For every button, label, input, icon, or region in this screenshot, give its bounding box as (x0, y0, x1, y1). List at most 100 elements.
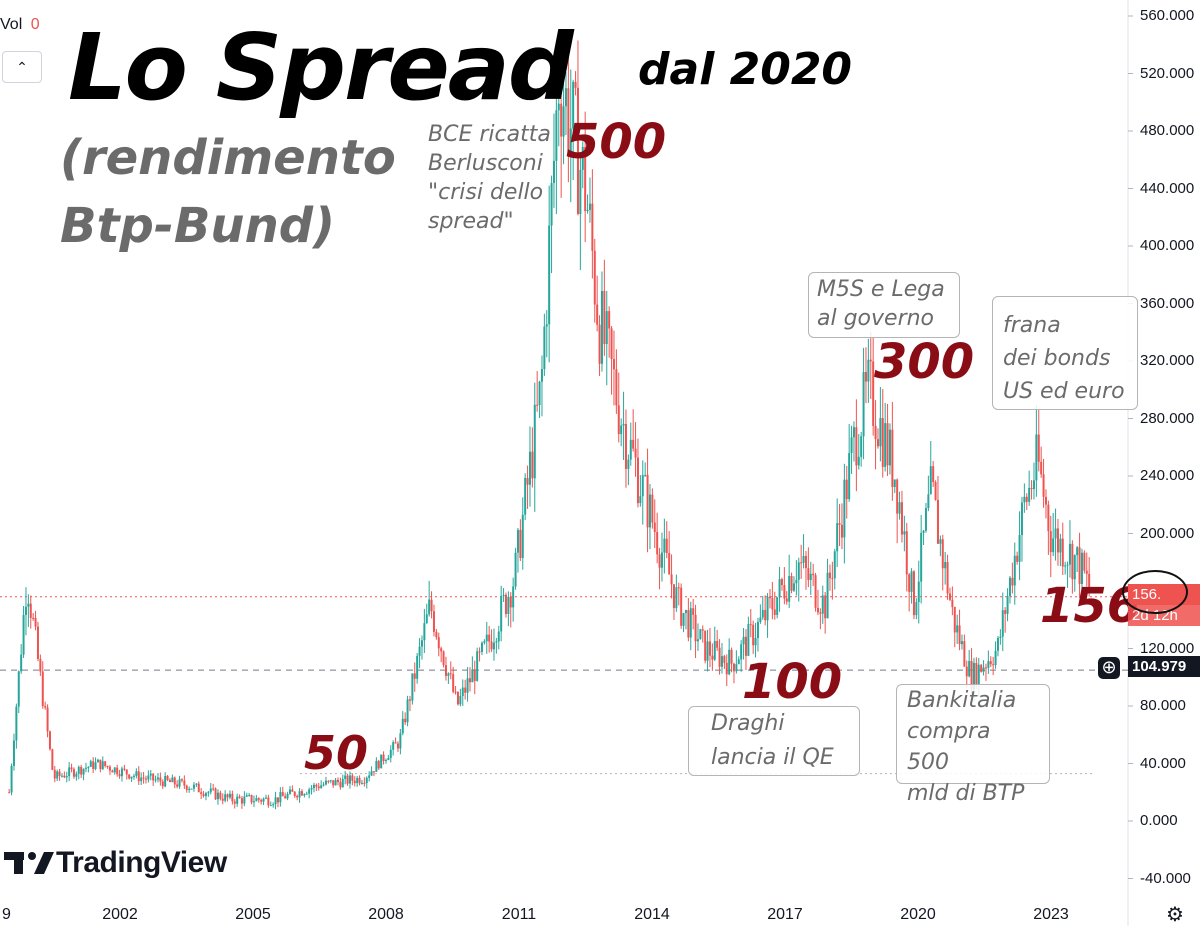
candle-body (440, 648, 443, 652)
candle-body (132, 775, 135, 777)
candle-body (699, 629, 702, 640)
candle-body (682, 613, 685, 626)
candle-body (574, 81, 577, 88)
candle-body (348, 775, 351, 784)
candle-body (1044, 496, 1047, 505)
candle-body (917, 581, 920, 602)
candle-body (572, 81, 575, 129)
candle-body (351, 775, 354, 781)
candle-body (764, 609, 767, 621)
candle-body (401, 718, 404, 734)
candle-body (1042, 474, 1045, 497)
candle-body (238, 796, 241, 799)
candle-body (56, 771, 59, 779)
candle-body (204, 793, 207, 797)
candle-body (1066, 564, 1069, 566)
candle-body (514, 552, 517, 587)
candle-body (687, 610, 690, 638)
tradingview-logo[interactable]: TradingView (4, 846, 227, 880)
candle-body (375, 760, 378, 772)
candle-body (118, 774, 121, 777)
candle-body (128, 774, 131, 779)
tradingview-logo-icon (4, 852, 54, 874)
candle-body (581, 146, 584, 170)
candle-body (452, 674, 455, 692)
candle-body (516, 529, 519, 553)
candle-body (536, 404, 539, 406)
candle-body (408, 699, 411, 701)
candle-body (848, 453, 851, 500)
annotation-line: mld di BTP (907, 781, 1025, 806)
candle-body (977, 664, 980, 686)
candle-body (317, 786, 320, 789)
collapse-legend-button[interactable]: ⌃ (2, 51, 42, 83)
candle-body (545, 324, 548, 327)
x-tick-label: 2011 (501, 906, 537, 923)
candle-body (953, 607, 956, 633)
candle-body (488, 634, 491, 642)
candle-body (92, 761, 95, 769)
candle-body (999, 636, 1002, 639)
y-tick-label: 80.000 (1140, 697, 1186, 714)
candle-body (22, 614, 25, 655)
candle-body (324, 780, 327, 785)
candle-body (1080, 552, 1083, 584)
candle-body (113, 767, 116, 773)
candle-body (740, 644, 743, 660)
candle-body (656, 532, 659, 555)
candle-body (994, 650, 997, 666)
candle-body (144, 778, 147, 780)
vol-legend: Vol 0 (0, 16, 40, 34)
candle-body (243, 796, 246, 804)
candle-body (257, 798, 260, 800)
candle-body (327, 780, 330, 782)
x-tick-label: 2008 (368, 906, 404, 923)
candle-body (512, 586, 515, 608)
candle-body (759, 617, 762, 622)
candle-body (329, 780, 332, 782)
candle-body (51, 749, 54, 770)
candle-body (279, 792, 282, 803)
candle-body (946, 562, 949, 594)
annotation-bce: BCE ricatta Berlusconi "crisi dello spre… (428, 120, 551, 236)
candle-body (233, 801, 236, 804)
add-alert-button[interactable]: ⊕ (1098, 657, 1120, 679)
candle-body (975, 662, 978, 686)
settings-gear-icon[interactable]: ⚙ (1166, 904, 1184, 926)
candle-body (428, 599, 431, 615)
candle-body (819, 612, 822, 614)
y-tick-label: 240.000 (1140, 467, 1195, 484)
candle-body (1018, 535, 1021, 562)
candle-body (533, 404, 536, 479)
candle-body (468, 678, 471, 683)
candle-body (36, 626, 39, 659)
candle-body (497, 631, 500, 642)
candle-body (984, 667, 987, 669)
candle-body (773, 609, 776, 615)
candle-body (298, 791, 301, 798)
candle-body (291, 789, 294, 792)
candle-body (15, 706, 18, 741)
candle-body (336, 779, 339, 783)
candle-body (776, 597, 779, 615)
candle-body (10, 766, 13, 793)
candle-body (622, 423, 625, 426)
candle-body (876, 439, 879, 447)
candle-body (406, 699, 409, 723)
candle-body (920, 532, 923, 582)
candle-body (269, 805, 272, 807)
candle-body (240, 798, 243, 804)
annotation-draghi: Draghi lancia il QE (688, 706, 860, 776)
y-tick-label: 200.000 (1140, 524, 1195, 542)
candle-body (696, 639, 699, 642)
candle-body (416, 655, 419, 679)
candle-body (783, 585, 786, 599)
x-tick-label: 2023 (1033, 906, 1069, 923)
candle-body (461, 687, 464, 697)
candle-body (80, 766, 83, 775)
candle-body (312, 784, 315, 789)
candle-body (125, 769, 128, 775)
candle-body (550, 183, 553, 226)
candle-body (236, 796, 239, 804)
